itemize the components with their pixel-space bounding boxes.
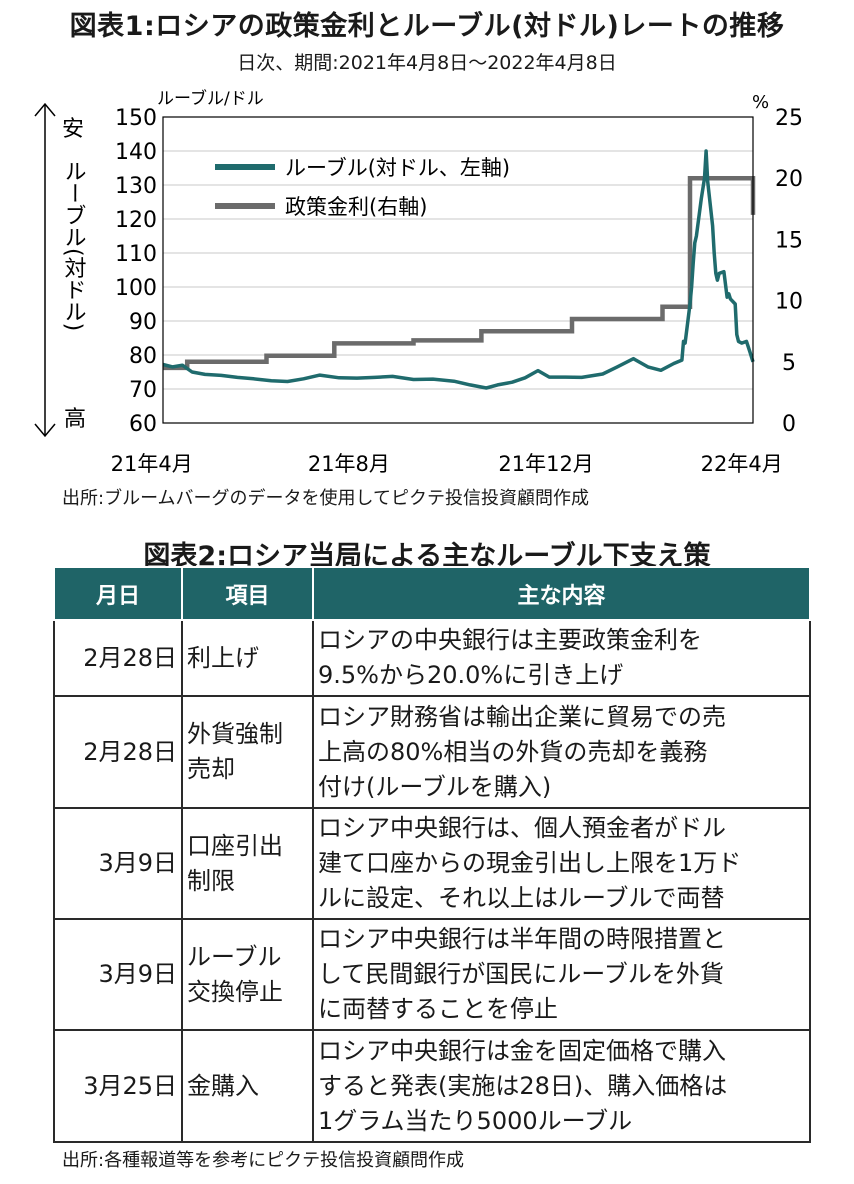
right-tick-label: 15 (775, 228, 803, 253)
left-side-annotation: 安 ルーブル(対ドル) 高 (34, 102, 87, 438)
series-line-ruble (162, 149, 755, 390)
left-tick-label: 110 (115, 242, 157, 267)
table-row: 2月28日 利上げ ロシアの中央銀行は主要政策金利を 9.5%から20.0%に引… (53, 619, 811, 697)
row-date: 2月28日 (53, 619, 183, 697)
header-date: 月日 (53, 566, 183, 621)
table-row: 3月9日 口座引出 制限 ロシア中央銀行は、個人預金者がドル 建て口座からの現金… (53, 807, 811, 920)
row-content-text: ロシアの中央銀行は主要政策金利を 9.5%から20.0%に引き上げ (318, 626, 702, 689)
row-content: ロシアの中央銀行は主要政策金利を 9.5%から20.0%に引き上げ (312, 619, 811, 697)
row-item: 外貨強制 売却 (181, 695, 314, 809)
row-content-text: ロシア中央銀行は、個人預金者がドル 建て口座からの現金引出し上限を1万ド ルに設… (318, 814, 742, 912)
right-tick-label: 5 (782, 351, 796, 376)
tick-labels: 60 70 80 90 100 110 120 130 140 150 0 5 10 15 20 25 21年4… (111, 106, 803, 476)
row-item: ルーブル 交換停止 (181, 918, 314, 1031)
row-content: ロシア中央銀行は、個人預金者がドル 建て口座からの現金引出し上限を1万ド ルに設… (312, 807, 811, 920)
table-header-row: 月日 項目 主な内容 (53, 566, 811, 621)
header-content: 主な内容 (312, 566, 811, 621)
legend-label-ruble: ルーブル(対ドル、左軸) (285, 156, 510, 180)
plot-frame (162, 116, 754, 424)
left-tick-label: 100 (115, 276, 157, 301)
left-tick-label: 130 (115, 174, 157, 199)
line-chart: 60 70 80 90 100 110 120 130 140 150 0 5 10 15 20 25 21年4… (34, 88, 803, 476)
row-item-text: 金購入 (187, 1071, 259, 1100)
row-item: 口座引出 制限 (181, 807, 314, 920)
x-tick-label: 22年4月 (701, 452, 783, 476)
row-item: 利上げ (181, 619, 314, 697)
row-item: 金購入 (181, 1029, 314, 1143)
legend-label-rate: 政策金利(右軸) (285, 195, 427, 219)
right-axis-unit: % (752, 92, 769, 113)
x-tick-label: 21年4月 (111, 452, 193, 476)
x-tick-label: 21年12月 (498, 452, 593, 476)
left-tick-label: 150 (115, 106, 157, 131)
right-tick-label: 10 (775, 290, 803, 315)
legend: ルーブル(対ドル、左軸) 政策金利(右軸) (215, 156, 510, 219)
measures-table: 月日 項目 主な内容 2月28日 利上げ ロシアの中央銀行は主要政策金利を 9.… (53, 566, 811, 1143)
table-source: 出所:各種報道等を参考にピクテ投信投資顧問作成 (62, 1150, 465, 1171)
left-tick-label: 60 (129, 412, 157, 437)
right-tick-label: 0 (782, 412, 796, 437)
left-tick-label: 120 (115, 208, 157, 233)
row-item-text: 口座引出 制限 (187, 831, 283, 895)
row-content: ロシア中央銀行は金を固定価格で購入 すると発表(実施は28日)、購入価格は 1グ… (312, 1029, 811, 1143)
x-tick-label: 21年8月 (308, 452, 390, 476)
right-tick-label: 25 (775, 106, 803, 131)
row-content-text: ロシア財務省は輸出企業に貿易での売 上高の80%相当の外貨の売却を義務 付け(ル… (318, 702, 726, 801)
row-content-text: ロシア中央銀行は金を固定価格で購入 すると発表(実施は28日)、購入価格は 1グ… (318, 1036, 728, 1135)
table-row: 3月9日 ルーブル 交換停止 ロシア中央銀行は半年間の時限措置と して民間銀行が… (53, 918, 811, 1031)
row-item-text: 外貨強制 売却 (187, 720, 283, 783)
left-axis-unit: ルーブル/ドル (157, 88, 264, 109)
row-content: ロシア中央銀行は半年間の時限措置と して民間銀行が国民にルーブルを外貨 に両替す… (312, 918, 811, 1031)
chart-subtitle: 日次、期間:2021年4月8日～2022年4月8日 (237, 52, 617, 74)
row-item-text: ルーブル 交換停止 (187, 942, 283, 1006)
right-tick-label: 20 (775, 167, 803, 192)
chart-source: 出所:ブルームバーグのデータを使用してピクテ投信投資顧問作成 (62, 488, 589, 509)
left-tick-label: 70 (129, 378, 157, 403)
row-date: 2月28日 (53, 695, 183, 809)
row-date: 3月25日 (53, 1029, 183, 1143)
table-row: 2月28日 外貨強制 売却 ロシア財務省は輸出企業に貿易での売 上高の80%相当… (53, 695, 811, 809)
row-content: ロシア財務省は輸出企業に貿易での売 上高の80%相当の外貨の売却を義務 付け(ル… (312, 695, 811, 809)
side-label-bottom: 高 (64, 407, 86, 432)
chart-title: 図表1:ロシアの政策金利とルーブル(対ドル)レートの推移 (69, 11, 785, 42)
row-item-text: 利上げ (187, 643, 259, 672)
side-label-top: 安 (62, 117, 84, 142)
row-content-text: ロシア中央銀行は半年間の時限措置と して民間銀行が国民にルーブルを外貨 に両替す… (318, 925, 726, 1023)
left-tick-label: 90 (129, 310, 157, 335)
table-row: 3月25日 金購入 ロシア中央銀行は金を固定価格で購入 すると発表(実施は28日… (53, 1029, 811, 1143)
row-date: 3月9日 (53, 807, 183, 920)
side-label-middle: ルーブル(対ドル) (61, 160, 87, 331)
left-tick-label: 140 (115, 140, 157, 165)
row-date: 3月9日 (53, 918, 183, 1031)
header-item: 項目 (181, 566, 314, 621)
left-tick-label: 80 (129, 344, 157, 369)
series-layer (162, 149, 756, 390)
